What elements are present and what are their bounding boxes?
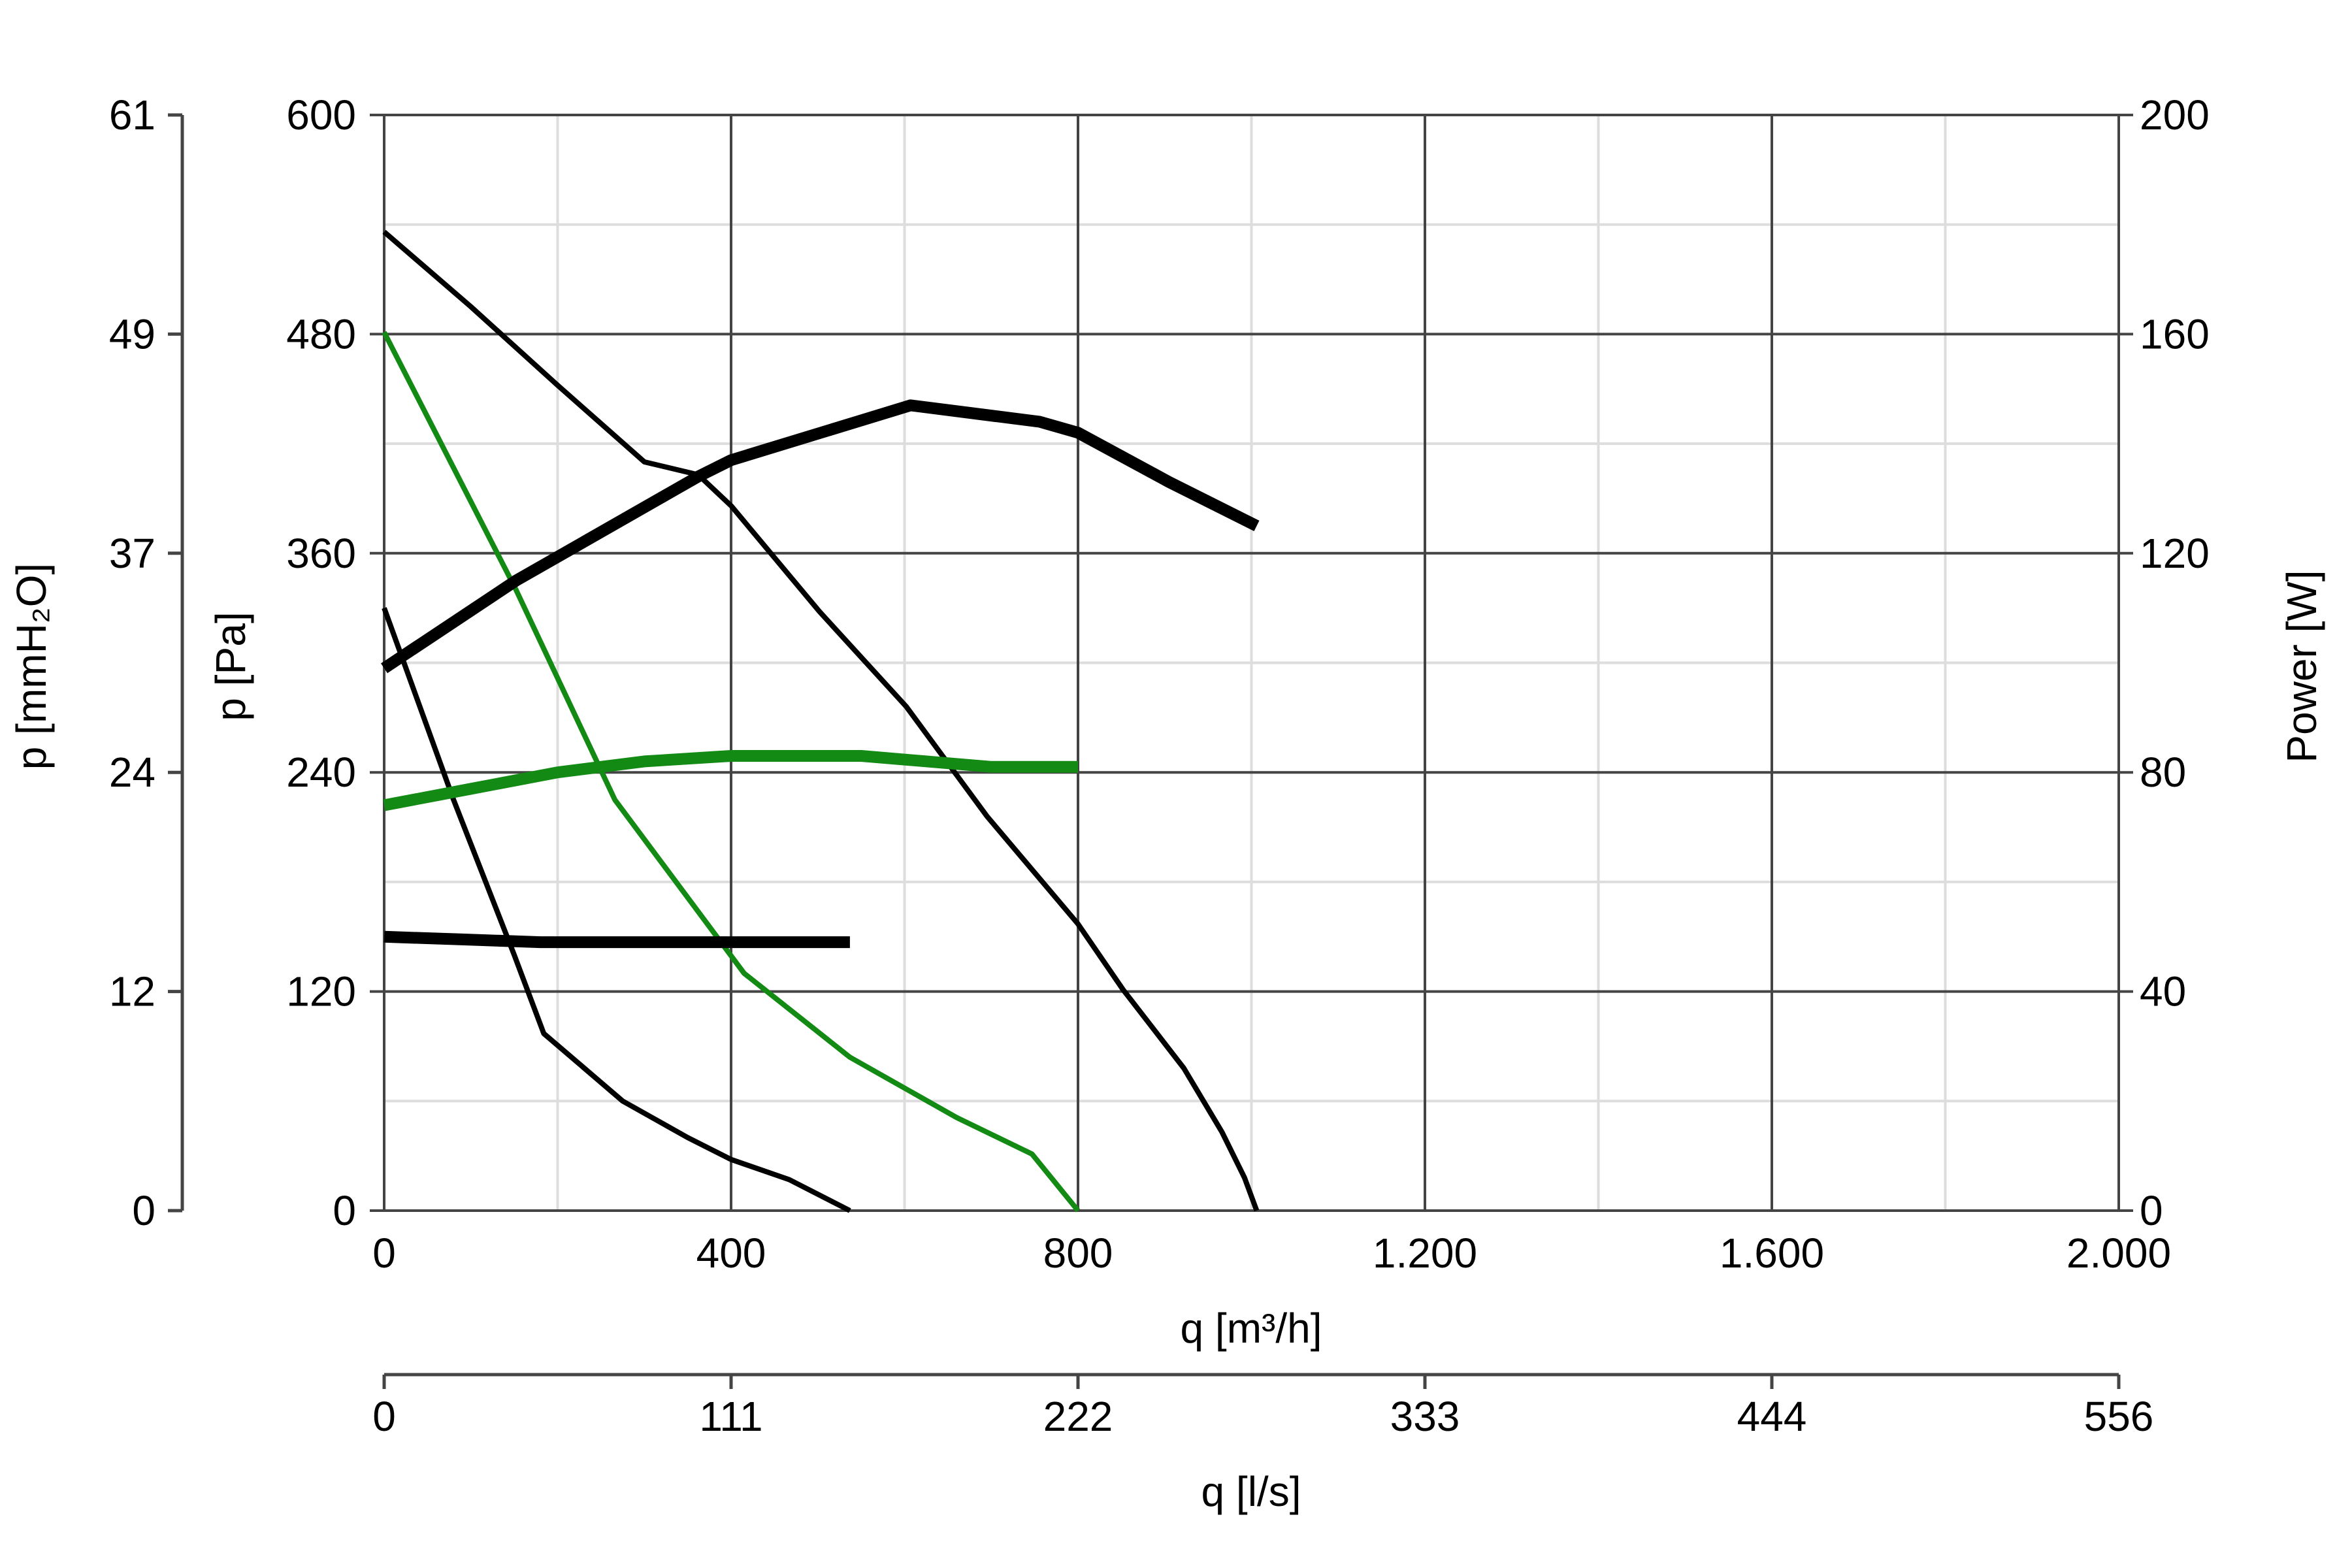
y-right-tick-label: 160 bbox=[2140, 310, 2210, 357]
x2-tick-label: 222 bbox=[1043, 1393, 1113, 1440]
x2-tick-label: 333 bbox=[1390, 1393, 1460, 1440]
x2-axis-title: q [l/s] bbox=[1201, 1468, 1301, 1515]
y-tick-label: 120 bbox=[286, 968, 356, 1015]
x2-tick-label: 0 bbox=[372, 1393, 396, 1440]
pressure-curve-0 bbox=[382, 229, 1260, 1212]
x-tick-label: 0 bbox=[372, 1230, 396, 1277]
x-tick-label: 2.000 bbox=[2066, 1230, 2171, 1277]
y-right-tick-label: 40 bbox=[2140, 968, 2186, 1015]
y-left2-tick-label: 49 bbox=[109, 310, 155, 357]
axes bbox=[168, 113, 2121, 1389]
y-right-tick-label: 0 bbox=[2140, 1187, 2163, 1234]
y-left2-tick-label: 61 bbox=[109, 91, 155, 139]
y-left2-tick-label: 12 bbox=[109, 968, 155, 1015]
y-right-tick-label: 80 bbox=[2140, 749, 2186, 796]
grid bbox=[370, 114, 2133, 1212]
x2-tick-label: 444 bbox=[1737, 1393, 1807, 1440]
y-axis-title-mmh2o: p [mmH₂O] bbox=[8, 563, 55, 770]
x-axis-title: q [m³/h] bbox=[1181, 1305, 1322, 1352]
x2-tick-label: 111 bbox=[699, 1393, 762, 1440]
y-tick-label: 360 bbox=[286, 530, 356, 577]
y-right-tick-label: 120 bbox=[2140, 530, 2210, 577]
y-left2-tick-label: 37 bbox=[109, 530, 155, 577]
pressure-curve-2 bbox=[382, 331, 1081, 1213]
y-tick-label: 0 bbox=[333, 1187, 356, 1234]
x-tick-label: 1.200 bbox=[1373, 1230, 1477, 1277]
y-tick-label: 240 bbox=[286, 749, 356, 796]
x-tick-label: 800 bbox=[1043, 1230, 1113, 1277]
power-curve-5 bbox=[384, 930, 850, 949]
y-left2-tick-label: 24 bbox=[109, 749, 155, 796]
x-tick-label: 1.600 bbox=[1720, 1230, 1824, 1277]
y-axis-title-pa: p [Pa] bbox=[207, 612, 254, 721]
curves bbox=[381, 229, 1260, 1213]
x2-tick-label: 556 bbox=[2084, 1393, 2154, 1440]
x-tick-label: 400 bbox=[696, 1230, 766, 1277]
power-curve-4 bbox=[383, 750, 1078, 811]
pressure-curve-1 bbox=[382, 607, 851, 1213]
y-left2-tick-label: 0 bbox=[132, 1187, 155, 1234]
power-curve-3 bbox=[381, 399, 1260, 674]
y-right-tick-label: 200 bbox=[2140, 91, 2210, 139]
y-tick-label: 600 bbox=[286, 91, 356, 139]
y-axis-title-power: Power [W] bbox=[2278, 570, 2325, 762]
y-tick-label: 480 bbox=[286, 310, 356, 357]
